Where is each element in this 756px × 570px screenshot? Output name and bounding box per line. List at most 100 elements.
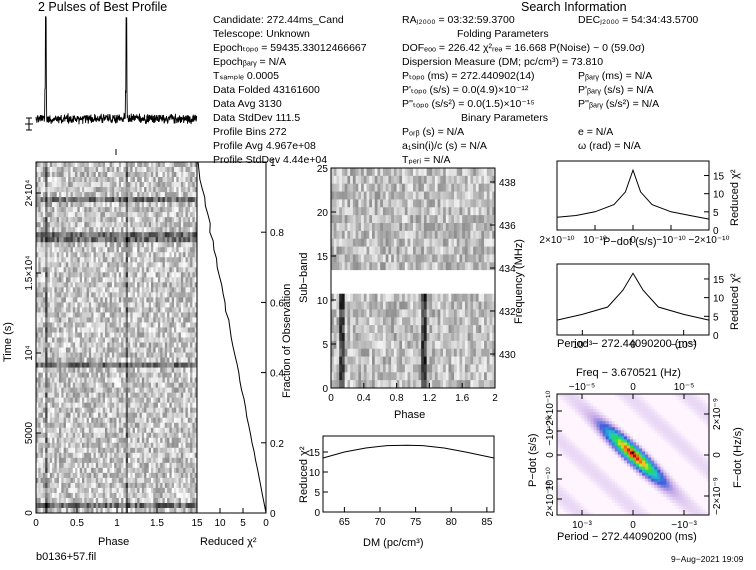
time-phase-cell xyxy=(190,478,193,483)
time-phase-cell xyxy=(119,383,122,388)
time-phase-cell xyxy=(100,222,103,227)
time-phase-cell xyxy=(77,212,80,217)
time-phase-cell xyxy=(43,162,46,167)
time-phase-cell xyxy=(151,403,154,408)
time-phase-cell xyxy=(192,172,195,177)
time-phase-cell xyxy=(153,222,156,227)
time-phase-cell xyxy=(38,282,41,287)
time-phase-y-tick-label: 2×10⁴ xyxy=(24,180,35,207)
time-phase-cell xyxy=(48,207,51,212)
time-phase-cell xyxy=(61,498,64,503)
time-phase-cell xyxy=(103,483,106,488)
time-phase-cell xyxy=(91,358,94,363)
time-phase-cell xyxy=(151,242,154,247)
time-phase-cell xyxy=(167,458,170,463)
time-phase-cell xyxy=(57,408,60,413)
time-phase-cell xyxy=(149,448,152,453)
time-phase-cell xyxy=(48,182,51,187)
time-phase-cell xyxy=(130,317,133,322)
time-phase-cell xyxy=(174,458,177,463)
time-phase-cell xyxy=(107,172,110,177)
info-col1-7: Data StdDev 111.5 xyxy=(213,112,300,124)
time-phase-cell xyxy=(91,388,94,393)
time-phase-cell xyxy=(112,478,115,483)
time-phase-cell xyxy=(176,363,179,368)
time-phase-cell xyxy=(140,403,143,408)
time-phase-cell xyxy=(167,217,170,222)
time-phase-cell xyxy=(105,202,108,207)
time-phase-cell xyxy=(98,322,101,327)
time-phase-cell xyxy=(172,267,175,272)
time-phase-cell xyxy=(121,483,124,488)
time-phase-cell xyxy=(71,287,74,292)
time-phase-cell xyxy=(38,232,41,237)
time-phase-cell xyxy=(89,418,92,423)
time-phase-cell xyxy=(107,433,110,438)
time-phase-cell xyxy=(75,483,78,488)
time-phase-cell xyxy=(158,498,161,503)
time-phase-cell xyxy=(87,202,90,207)
time-phase-cell xyxy=(172,322,175,327)
time-phase-cell xyxy=(190,468,193,473)
time-phase-cell xyxy=(64,478,67,483)
time-phase-cell xyxy=(98,423,101,428)
time-phase-cell xyxy=(172,192,175,197)
time-phase-cell xyxy=(52,202,55,207)
time-phase-cell xyxy=(149,242,152,247)
time-phase-cell xyxy=(172,252,175,257)
time-phase-cell xyxy=(151,187,154,192)
time-phase-cell xyxy=(149,217,152,222)
time-phase-cell xyxy=(119,317,122,322)
time-phase-cell xyxy=(165,428,168,433)
time-phase-cell xyxy=(87,197,90,202)
time-phase-cell xyxy=(94,363,97,368)
time-phase-cell xyxy=(103,498,106,503)
time-phase-cell xyxy=(100,358,103,363)
time-phase-cell xyxy=(64,177,67,182)
time-phase-cell xyxy=(133,468,136,473)
time-phase-cell xyxy=(144,187,147,192)
time-phase-cell xyxy=(130,192,133,197)
profile-title: 2 Pulses of Best Profile xyxy=(38,0,167,14)
time-phase-cell xyxy=(153,232,156,237)
time-phase-cell xyxy=(57,227,60,232)
time-phase-cell xyxy=(75,353,78,358)
time-phase-cell xyxy=(98,413,101,418)
time-phase-cell xyxy=(68,197,71,202)
time-phase-cell xyxy=(179,413,182,418)
time-phase-cell xyxy=(176,257,179,262)
time-phase-cell xyxy=(123,408,126,413)
time-phase-cell xyxy=(153,458,156,463)
time-phase-cell xyxy=(89,222,92,227)
time-phase-cell xyxy=(160,332,163,337)
time-phase-cell xyxy=(169,287,172,292)
time-phase-cell xyxy=(186,172,189,177)
time-phase-cell xyxy=(151,237,154,242)
time-phase-cell xyxy=(68,448,71,453)
time-phase-cell xyxy=(103,302,106,307)
time-phase-cell xyxy=(114,332,117,337)
time-phase-cell xyxy=(48,317,51,322)
time-phase-cell xyxy=(54,287,57,292)
time-phase-cell xyxy=(190,297,193,302)
time-phase-cell xyxy=(98,332,101,337)
time-phase-cell xyxy=(57,307,60,312)
time-phase-cell xyxy=(110,348,113,353)
time-phase-cell xyxy=(43,232,46,237)
time-phase-cell xyxy=(165,438,168,443)
time-phase-cell xyxy=(68,338,71,343)
time-phase-cell xyxy=(71,322,74,327)
time-phase-cell xyxy=(128,378,131,383)
time-phase-cell xyxy=(192,388,195,393)
time-phase-cell xyxy=(126,383,129,388)
time-phase-cell xyxy=(119,217,122,222)
time-phase-cell xyxy=(137,498,140,503)
time-phase-cell xyxy=(61,388,64,393)
time-phase-cell xyxy=(87,192,90,197)
time-phase-cell xyxy=(114,443,117,448)
time-phase-cell xyxy=(59,498,62,503)
time-phase-cell xyxy=(48,368,51,373)
time-phase-cell xyxy=(137,488,140,493)
time-phase-cell xyxy=(75,388,78,393)
time-phase-cell xyxy=(146,267,149,272)
